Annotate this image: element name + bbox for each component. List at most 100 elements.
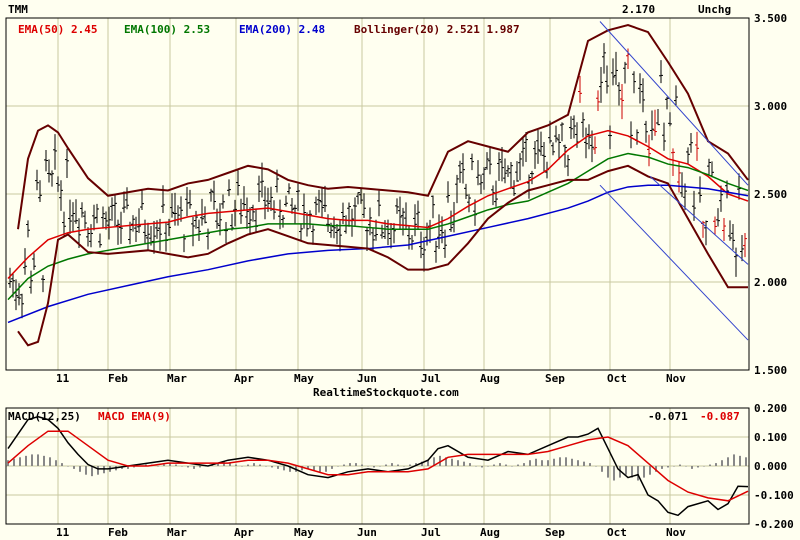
macd-panel-border: [5, 407, 750, 525]
histogram-bar: [361, 464, 363, 466]
ticker-symbol: TMM: [8, 3, 28, 16]
histogram-bar: [547, 460, 549, 466]
histogram-bar: [415, 463, 417, 466]
histogram-bar: [457, 460, 459, 466]
histogram-bar: [25, 455, 27, 466]
histogram-bar: [169, 463, 171, 466]
histogram-bar: [685, 466, 687, 467]
macd-lines: [7, 415, 749, 517]
macd-x-tick-label-4: May: [294, 526, 314, 539]
histogram-bar: [289, 466, 291, 472]
x-tick-label-8: Sep: [545, 372, 565, 385]
histogram-bar: [343, 464, 345, 466]
histogram-bar: [391, 463, 393, 466]
macd-y-tick-label-2: 0.000: [754, 460, 787, 473]
histogram-bar: [499, 463, 501, 466]
histogram-bar: [355, 463, 357, 466]
macd-signal-value: -0.087: [700, 410, 740, 423]
legend-bollinger: Bollinger(20) 2.521 1.987: [354, 23, 520, 36]
histogram-bar: [97, 466, 99, 475]
histogram-bar: [79, 466, 81, 472]
histogram-bar: [727, 457, 729, 466]
histogram-bar: [703, 466, 705, 467]
x-tick-label-1: Feb: [108, 372, 128, 385]
histogram-bar: [571, 458, 573, 466]
histogram-bar: [235, 464, 237, 466]
histogram-bar: [481, 466, 483, 468]
histogram-bar: [265, 466, 267, 467]
ema200-line: [7, 184, 749, 324]
histogram-bar: [589, 463, 591, 466]
channel-upper-line: [599, 21, 749, 186]
legend-macd: MACD(12,25): [8, 410, 81, 423]
histogram-bar: [313, 466, 315, 471]
macd-legend: MACD(12,25) MACD EMA(9) -0.071 -0.087: [8, 410, 740, 423]
macd-x-tick-label-6: Jul: [421, 526, 441, 539]
macd-x-tick-label-1: Feb: [108, 526, 128, 539]
histogram-bar: [643, 466, 645, 478]
macd-y-tick-label-0: 0.200: [754, 402, 787, 415]
histogram-bar: [217, 463, 219, 466]
histogram-bar: [271, 466, 273, 468]
histogram-bar: [157, 466, 159, 467]
histogram-bar: [709, 464, 711, 466]
histogram-bar: [67, 466, 69, 467]
histogram-bar: [439, 455, 441, 466]
histogram-bar: [697, 466, 699, 468]
last-price: 2.170: [622, 3, 655, 16]
x-tick-label-2: Mar: [167, 372, 187, 385]
histogram-bar: [619, 466, 621, 478]
y-tick-label-4: 3.500: [754, 12, 787, 25]
histogram-bar: [511, 466, 513, 467]
histogram-bar: [403, 466, 405, 467]
macd-x-tick-label-3: Apr: [234, 526, 254, 539]
macd-x-tick-label-10: Nov: [666, 526, 686, 539]
histogram-bar: [199, 466, 201, 468]
macd-x-tick-label-0: 11: [56, 526, 70, 539]
macd-histogram: [7, 454, 747, 481]
histogram-bar: [247, 464, 249, 466]
histogram-bar: [637, 466, 639, 481]
histogram-bar: [61, 463, 63, 466]
histogram-bar: [667, 466, 669, 468]
price-indicator-lines: [7, 21, 749, 347]
histogram-bar: [127, 466, 129, 469]
macd-x-tick-label-9: Oct: [607, 526, 627, 539]
histogram-bar: [553, 458, 555, 466]
histogram-bar: [7, 460, 9, 466]
x-tick-label-0: 11: [56, 372, 70, 385]
legend-ema100: EMA(100) 2.53: [124, 23, 210, 36]
histogram-bar: [379, 466, 381, 467]
macd-y-tick-label-4: -0.200: [754, 518, 794, 531]
price-y-tick-labels: 1.500 2.000 2.500 3.000 3.500: [754, 12, 787, 377]
price-panel-border: [5, 17, 750, 371]
histogram-bar: [421, 461, 423, 466]
histogram-bar: [43, 455, 45, 466]
histogram-bar: [31, 454, 33, 466]
macd-y-tick-label-1: 0.100: [754, 431, 787, 444]
histogram-bar: [373, 466, 375, 468]
histogram-bar: [433, 457, 435, 466]
histogram-bar: [55, 460, 57, 466]
legend-ema200: EMA(200) 2.48: [239, 23, 325, 36]
histogram-bar: [625, 466, 627, 475]
histogram-bar: [733, 454, 735, 466]
histogram-bar: [337, 466, 339, 467]
histogram-bar: [529, 460, 531, 466]
histogram-bar: [91, 466, 93, 477]
histogram-bar: [721, 460, 723, 466]
histogram-bar: [325, 466, 327, 472]
histogram-bar: [583, 461, 585, 466]
histogram-bar: [163, 464, 165, 466]
macd-value: -0.071: [648, 410, 688, 423]
histogram-bar: [193, 466, 195, 469]
histogram-bar: [277, 466, 279, 469]
histogram-bar: [445, 457, 447, 466]
histogram-bar: [451, 458, 453, 466]
histogram-bar: [37, 454, 39, 466]
macd-y-tick-labels: 0.200 0.100 0.000 -0.100 -0.200: [754, 402, 794, 531]
histogram-bar: [655, 466, 657, 472]
histogram-bar: [187, 466, 189, 468]
legend-macd-signal: MACD EMA(9): [98, 410, 171, 423]
